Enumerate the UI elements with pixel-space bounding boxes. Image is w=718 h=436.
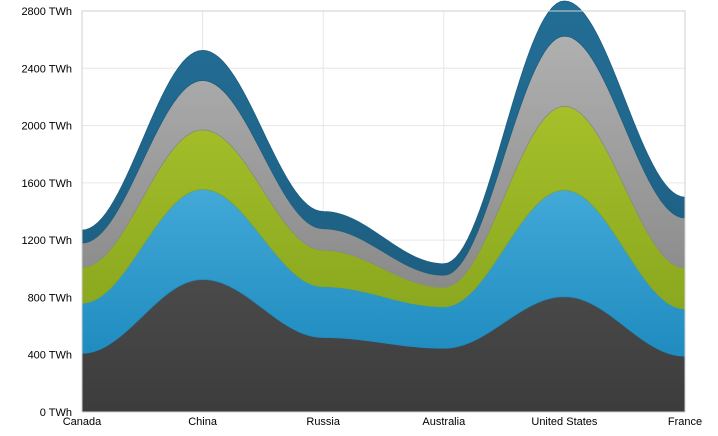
y-tick-label: 2400 TWh	[21, 63, 72, 75]
x-tick-label: Australia	[422, 416, 466, 428]
y-tick-label: 1200 TWh	[21, 235, 72, 247]
y-tick-label: 400 TWh	[28, 350, 72, 362]
y-axis-ticks: 0 TWh 400 TWh 800 TWh 1200 TWh 1600 TWh 2000 …	[21, 6, 72, 419]
x-axis-ticks: Canada China Russia Australia United States F…	[63, 416, 702, 428]
y-tick-label: 1600 TWh	[21, 178, 72, 190]
y-tick-label: 0 TWh	[40, 407, 72, 419]
x-tick-label: Russia	[306, 416, 341, 428]
x-tick-label: United States	[531, 416, 598, 428]
x-tick-label: France	[668, 416, 702, 428]
plot-frame	[81, 10, 686, 413]
series-areas	[81, 0, 686, 413]
y-tick-label: 2800 TWh	[21, 6, 72, 18]
x-tick-label: China	[188, 416, 218, 428]
y-tick-label: 2000 TWh	[21, 121, 72, 133]
x-tick-label: Canada	[63, 416, 102, 428]
y-tick-label: 800 TWh	[28, 292, 72, 304]
